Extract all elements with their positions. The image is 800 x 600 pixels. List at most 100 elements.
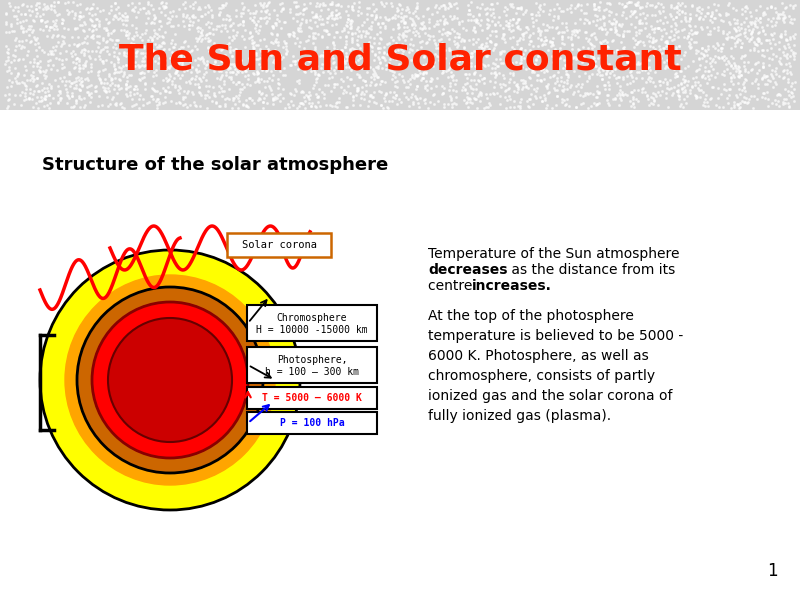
Point [672, 90, 685, 100]
Point [374, 58, 387, 67]
Point [442, 34, 455, 43]
Point [738, 27, 751, 37]
Point [733, 68, 746, 77]
Point [708, 58, 721, 67]
Point [378, 42, 390, 52]
Point [490, 31, 502, 41]
Point [486, 26, 498, 36]
Point [496, 33, 509, 43]
Point [134, 61, 146, 71]
Point [72, 75, 85, 85]
Point [375, 18, 388, 28]
Point [723, 68, 736, 78]
Point [529, 91, 542, 101]
Point [618, 1, 631, 10]
Point [387, 49, 400, 58]
Point [691, 77, 704, 87]
Point [105, 73, 118, 82]
Point [131, 41, 144, 51]
Point [590, 35, 602, 44]
Point [631, 0, 644, 7]
Point [579, 33, 592, 43]
Point [556, 49, 569, 58]
Point [609, 95, 622, 104]
Point [153, 43, 166, 52]
Point [210, 21, 223, 31]
Point [122, 1, 135, 10]
Point [330, 1, 342, 10]
Point [389, 91, 402, 100]
Point [732, 71, 745, 80]
Point [250, 20, 262, 29]
Point [290, 1, 303, 11]
Point [52, 0, 65, 7]
Point [298, 43, 310, 52]
Point [200, 56, 213, 66]
Point [551, 28, 564, 38]
Point [117, 71, 130, 80]
Point [90, 81, 102, 91]
Point [280, 38, 293, 47]
Point [781, 68, 794, 77]
Point [627, 47, 640, 56]
Point [274, 50, 286, 59]
Point [578, 46, 591, 56]
Point [671, 71, 684, 80]
Point [686, 82, 698, 91]
Point [194, 101, 206, 111]
Point [154, 16, 166, 25]
Point [246, 38, 258, 47]
Point [351, 10, 364, 19]
Point [623, 67, 636, 77]
Point [624, 96, 637, 106]
Point [2, 52, 14, 62]
Point [114, 25, 127, 35]
Point [779, 94, 792, 103]
Point [585, 101, 598, 110]
Point [94, 47, 106, 56]
Point [630, 40, 643, 49]
Point [349, 57, 362, 67]
Point [488, 64, 501, 73]
Point [50, 22, 62, 31]
Point [146, 91, 158, 101]
Point [232, 64, 245, 73]
Point [147, 26, 160, 35]
Point [118, 47, 130, 57]
Point [213, 9, 226, 19]
Point [589, 10, 602, 19]
Point [43, 79, 56, 89]
Point [132, 7, 145, 17]
Point [373, 38, 386, 48]
Point [174, 98, 186, 108]
Point [173, 58, 186, 68]
Point [95, 78, 108, 88]
Point [593, 23, 606, 33]
Point [648, 28, 661, 37]
Point [46, 94, 59, 103]
Point [617, 29, 630, 38]
Point [722, 58, 735, 68]
Point [142, 0, 155, 8]
Point [485, 37, 498, 46]
Point [765, 2, 778, 11]
Point [133, 0, 146, 8]
Point [156, 31, 169, 41]
Point [748, 39, 761, 49]
Point [329, 79, 342, 89]
Point [463, 81, 476, 91]
Point [328, 32, 341, 42]
Point [433, 40, 446, 49]
Point [694, 12, 706, 22]
Point [208, 47, 221, 57]
Point [208, 67, 221, 76]
Point [259, 56, 272, 65]
Point [66, 0, 79, 7]
Point [534, 76, 546, 85]
Point [129, 57, 142, 67]
Point [460, 25, 473, 35]
Point [258, 53, 271, 62]
Point [682, 32, 694, 41]
Point [267, 100, 280, 109]
Point [756, 25, 769, 34]
